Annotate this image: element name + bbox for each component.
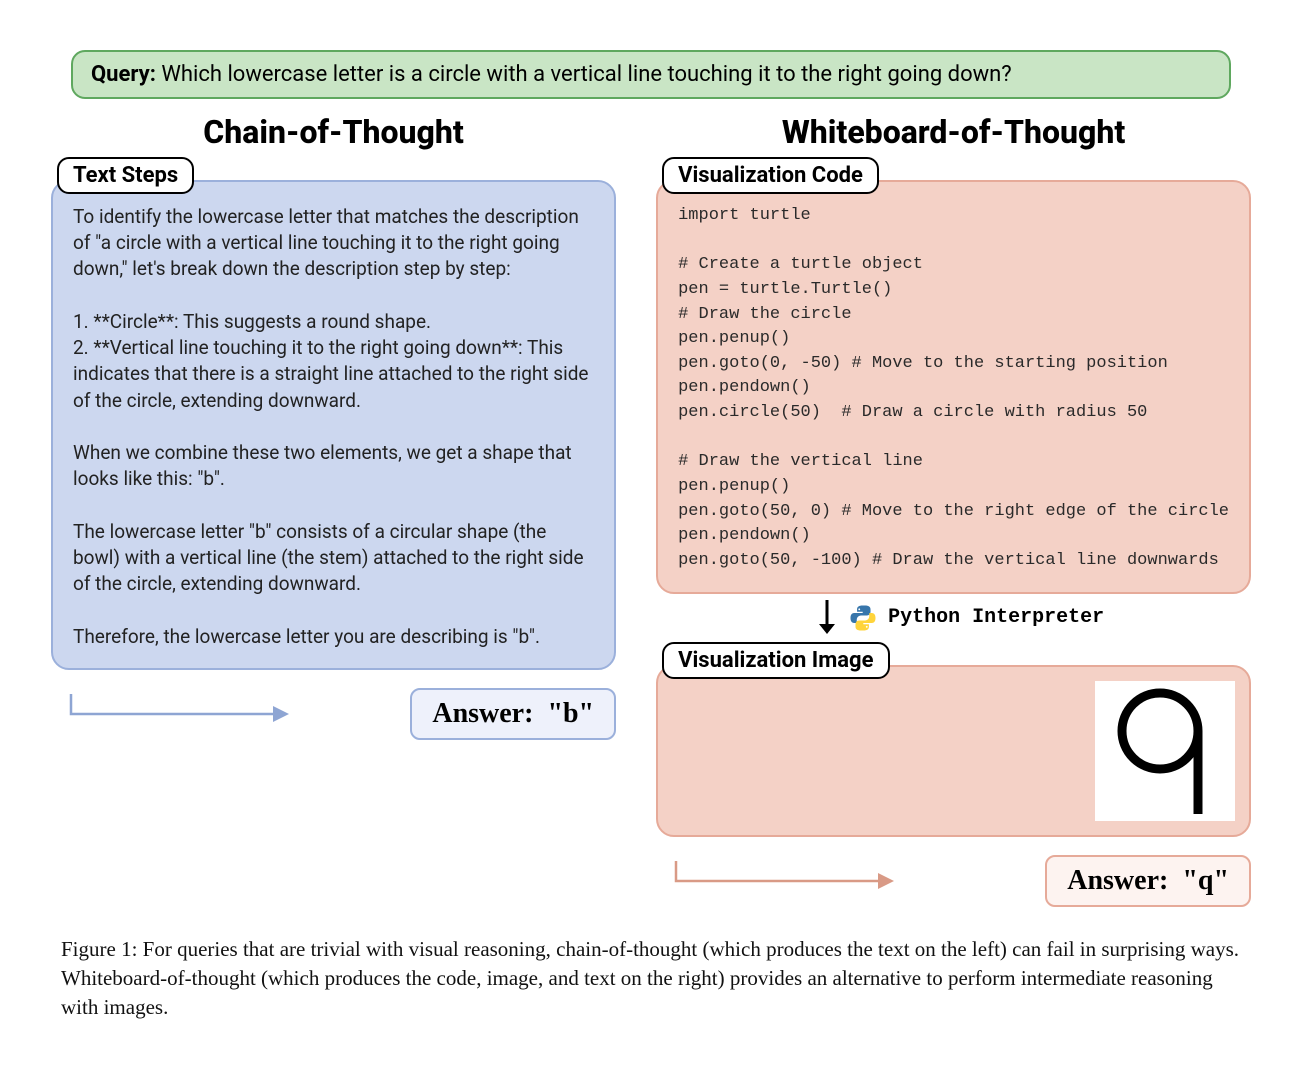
right-code-panel: import turtle # Create a turtle object p… (656, 180, 1251, 594)
left-answer-box: Answer: "b" (410, 688, 616, 740)
columns: Chain-of-Thought Text Steps To identify … (51, 113, 1251, 907)
right-tab1: Visualization Code (662, 157, 879, 194)
answer-value: "b" (547, 698, 594, 729)
answer-value: "q" (1182, 865, 1229, 896)
viz-image-panel (656, 665, 1251, 837)
interpreter-row: Python Interpreter (816, 600, 1251, 636)
viz-image (1095, 681, 1235, 821)
letter-q-drawing (1105, 686, 1225, 816)
interpreter-label: Python Interpreter (888, 606, 1104, 629)
right-answer-box: Answer: "q" (1045, 855, 1251, 907)
arrow-down-icon (816, 600, 838, 636)
right-title: Whiteboard-of-Thought (656, 113, 1251, 151)
right-answer-row: Answer: "q" (656, 855, 1251, 907)
figure-caption: Figure 1: For queries that are trivial w… (61, 935, 1241, 1023)
answer-label: Answer: (1067, 865, 1168, 896)
right-code: import turtle # Create a turtle object p… (678, 204, 1229, 574)
col-right: Whiteboard-of-Thought Visualization Code… (656, 113, 1251, 907)
python-icon (848, 603, 878, 633)
right-tab2: Visualization Image (662, 642, 889, 679)
left-answer-row: Answer: "b" (51, 688, 616, 740)
arrow-icon (51, 694, 301, 734)
left-panel: To identify the lowercase letter that ma… (51, 180, 616, 670)
query-label: Query: (91, 62, 156, 87)
left-body: To identify the lowercase letter that ma… (73, 204, 594, 650)
query-box: Query: Which lowercase letter is a circl… (71, 50, 1231, 99)
left-title: Chain-of-Thought (51, 113, 616, 151)
query-text: Which lowercase letter is a circle with … (161, 62, 1011, 87)
answer-label: Answer: (432, 698, 533, 729)
col-left: Chain-of-Thought Text Steps To identify … (51, 113, 616, 907)
arrow-icon (656, 861, 906, 901)
left-tab: Text Steps (57, 157, 194, 194)
